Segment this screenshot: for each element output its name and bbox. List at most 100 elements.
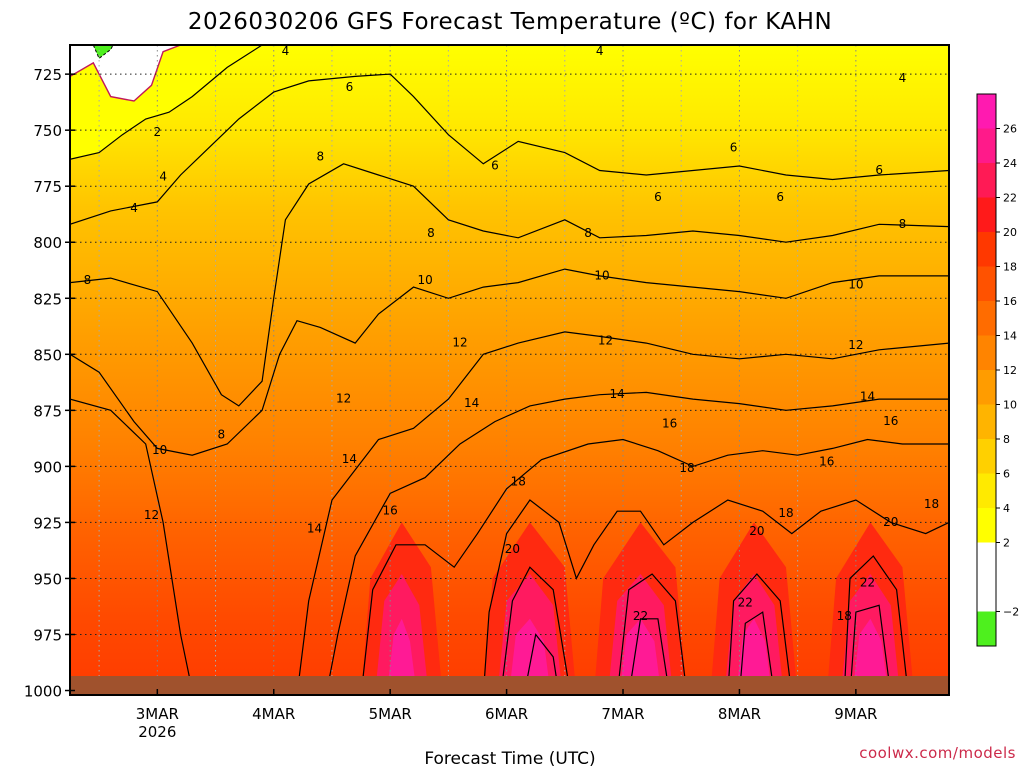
colorbar-swatch: [977, 128, 996, 163]
contour-label: 16: [383, 504, 398, 518]
contour-label: 6: [491, 159, 499, 173]
isotherm-12c: [296, 331, 949, 695]
y-tick-label: 875: [33, 402, 62, 420]
contour-label: 4: [130, 201, 138, 215]
contour-label: 22: [633, 609, 648, 623]
colorbar-label: 20: [1003, 226, 1017, 239]
y-tick-label: 1000: [24, 683, 62, 701]
isotherm-18c: [482, 499, 949, 695]
colorbar-label: 6: [1003, 468, 1010, 481]
plot-area: 2 4 4 4 4 4 6 6 6 6 6 6 8 8 8 8 8 8 10 10 10 10 12 12 12 12 12 14 14…: [70, 44, 949, 695]
contour-label: 14: [610, 387, 625, 401]
contour-label: 12: [452, 336, 467, 350]
contour-label: 20: [749, 524, 764, 538]
x-tick-label: 4MAR: [252, 705, 295, 723]
contour-label: 6: [776, 190, 784, 204]
colorbar-swatch: [977, 197, 996, 232]
isotherm-4c: [70, 45, 263, 160]
fill-below-minus2c: [92, 45, 114, 60]
colorbar-swatch: [977, 542, 996, 577]
isotherm-16c: [360, 438, 949, 695]
contour-label: 10: [417, 273, 432, 287]
contour-label: 4: [899, 71, 907, 85]
contour-label: 16: [883, 414, 898, 428]
colorbar-label: −2: [1003, 606, 1019, 619]
contour-label: 18: [679, 461, 694, 475]
contour-label: 6: [654, 190, 662, 204]
colorbar-swatch: [977, 163, 996, 198]
contour-label: 8: [218, 428, 226, 442]
isotherm-20c: [500, 566, 572, 695]
colorbar-swatch: [977, 508, 996, 543]
colorbar-label: 18: [1003, 261, 1017, 274]
isotherm-22c: [523, 633, 560, 695]
y-tick-label: 750: [33, 122, 62, 140]
contour-label: 8: [584, 226, 592, 240]
contour-label: 16: [819, 454, 834, 468]
contour-label: 20: [505, 542, 520, 556]
contour-label: 14: [342, 452, 357, 466]
colorbar-swatch: [977, 335, 996, 370]
isotherm-20c: [727, 573, 793, 695]
y-tick-label: 800: [33, 234, 62, 252]
colorbar-swatch: [977, 94, 996, 129]
isotherm-8c: [70, 163, 949, 407]
contour-label: 20: [883, 515, 898, 529]
contour-label: 10: [594, 268, 609, 282]
colorbar-label: 16: [1003, 295, 1017, 308]
isotherm-0c: [70, 45, 181, 102]
y-tick-label: 925: [33, 514, 62, 532]
contour-label: 2: [153, 125, 161, 139]
contour-label: 18: [837, 609, 852, 623]
isotherm-12c: [70, 398, 193, 691]
plot-frame: [69, 44, 950, 696]
contour-label: 4: [596, 44, 604, 58]
colorbar-label: 2: [1003, 537, 1010, 550]
contour-label: 6: [346, 80, 354, 94]
contour-label: 22: [860, 575, 875, 589]
x-tick-label: 7MAR: [601, 705, 644, 723]
x-axis-label: Forecast Time (UTC): [424, 749, 595, 768]
colorbar-swatch: [977, 577, 996, 612]
colorbar-swatch: [977, 266, 996, 301]
y-tick-label: 725: [33, 66, 62, 84]
contour-label: 4: [282, 44, 290, 58]
contour-label: 6: [875, 163, 883, 177]
contour-label: 12: [598, 333, 613, 347]
colorbar-label: 8: [1003, 433, 1010, 446]
isotherm-22c: [628, 618, 671, 695]
x-tick-label: 5MAR: [369, 705, 412, 723]
isotherm-20c: [843, 555, 909, 695]
warm-core-5-peak: [852, 618, 889, 695]
y-tick-label: 975: [33, 626, 62, 644]
colorbar-label: 14: [1003, 330, 1017, 343]
contour-label: 14: [307, 522, 322, 536]
contour-label: 12: [144, 508, 159, 522]
isotherm-6c: [70, 73, 949, 225]
y-tick-label: 850: [33, 346, 62, 364]
colorbar-swatch: [977, 232, 996, 267]
contour-label: 8: [316, 150, 324, 164]
colorbar-swatch: [977, 370, 996, 405]
warm-core-2-peak: [508, 618, 551, 695]
colorbar-swatch: [977, 473, 996, 508]
contour-label: 22: [738, 596, 753, 610]
colorbar-swatch: [977, 611, 996, 646]
warm-core-3-peak: [619, 618, 662, 695]
colorbar-label: 22: [1003, 192, 1017, 205]
contour-label: 14: [860, 389, 875, 403]
contour-label: 12: [848, 338, 863, 352]
x-tick-label: 6MAR: [485, 705, 528, 723]
contour-label: 8: [84, 273, 92, 287]
isotherm-22c: [738, 611, 775, 695]
x-tick-label: 9MAR: [834, 705, 877, 723]
credit-text: coolwx.com/models: [859, 744, 1016, 762]
contour-label: 4: [159, 170, 167, 184]
isotherm-10c: [70, 268, 949, 456]
x-tick-year: 2026: [138, 723, 176, 741]
contour-label: 10: [848, 277, 863, 291]
y-tick-label: 825: [33, 290, 62, 308]
isotherm-20c: [616, 573, 688, 695]
colorbar-swatch: [977, 439, 996, 474]
